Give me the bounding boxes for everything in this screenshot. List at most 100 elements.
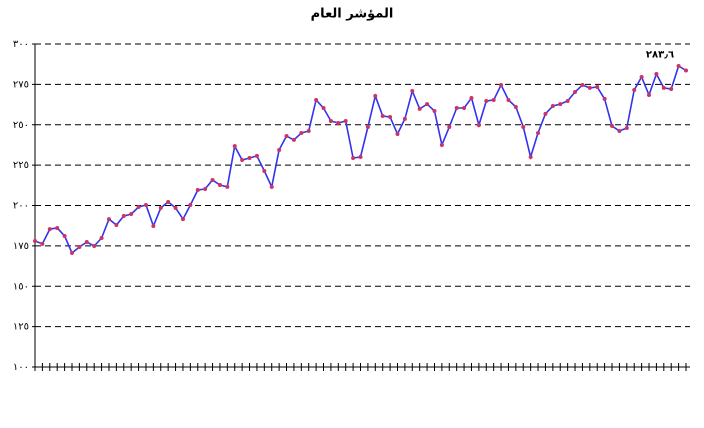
point	[121, 213, 126, 218]
point	[210, 177, 215, 182]
point	[277, 147, 282, 152]
point	[462, 105, 467, 110]
point	[262, 168, 267, 173]
point	[136, 204, 141, 209]
point	[365, 125, 370, 130]
point	[439, 142, 444, 147]
point	[454, 105, 459, 110]
point	[328, 119, 333, 124]
point	[536, 130, 541, 135]
point	[240, 157, 245, 162]
point	[661, 85, 666, 90]
point	[632, 88, 637, 93]
point	[232, 144, 237, 149]
point	[410, 88, 415, 93]
point	[528, 155, 533, 160]
point	[217, 182, 222, 187]
point	[343, 119, 348, 124]
y-tick-label: ٢٧٥	[13, 79, 29, 90]
point	[99, 235, 104, 240]
y-tick-label: ١٠٠	[13, 362, 29, 373]
point	[425, 102, 430, 107]
point	[47, 227, 52, 232]
point	[314, 98, 319, 103]
y-tick-label: ١٥٠	[13, 281, 29, 292]
point	[476, 123, 481, 128]
chart-title: المؤشر العام	[311, 7, 394, 22]
point	[565, 99, 570, 104]
point	[358, 155, 363, 160]
point	[306, 129, 311, 134]
y-tick-label: ١٢٥	[13, 322, 29, 333]
point	[432, 109, 437, 114]
point	[69, 250, 74, 255]
point	[639, 74, 644, 79]
point	[40, 241, 45, 246]
point	[247, 156, 252, 161]
point	[654, 72, 659, 77]
point	[484, 99, 489, 104]
point	[114, 223, 119, 228]
point	[269, 184, 274, 189]
y-tick-label: ١٧٥	[13, 241, 29, 252]
point	[513, 104, 518, 109]
point	[84, 239, 89, 244]
point	[225, 184, 230, 189]
point	[33, 239, 37, 244]
point	[299, 130, 304, 135]
point	[62, 234, 67, 239]
point	[55, 225, 60, 230]
point	[151, 224, 156, 229]
point	[469, 95, 474, 100]
point	[351, 156, 356, 161]
point	[92, 244, 97, 249]
point	[676, 63, 681, 68]
point	[595, 84, 600, 89]
point	[321, 105, 326, 110]
value-label: ٢٨٣٫٦	[646, 49, 674, 60]
point	[624, 125, 629, 130]
point	[447, 125, 452, 130]
point	[380, 114, 385, 119]
point	[499, 83, 504, 88]
y-tick-label: ٢٠٠	[13, 201, 29, 212]
point	[373, 94, 378, 99]
y-tick-label: ٣٠٠	[13, 39, 29, 50]
point	[417, 106, 422, 111]
point	[491, 98, 496, 103]
point	[669, 87, 674, 92]
point	[203, 187, 208, 192]
point	[402, 116, 407, 121]
point	[550, 104, 555, 109]
point	[188, 203, 193, 208]
point	[610, 124, 615, 129]
point	[158, 205, 163, 210]
point	[617, 129, 622, 134]
point	[143, 203, 148, 208]
point	[180, 217, 185, 222]
point	[173, 205, 178, 210]
point	[580, 83, 585, 88]
point	[602, 96, 607, 101]
point	[521, 125, 526, 130]
point	[647, 93, 652, 98]
point	[573, 89, 578, 94]
point	[506, 98, 511, 103]
point	[388, 114, 393, 119]
point	[684, 68, 688, 73]
point	[166, 199, 171, 204]
point	[284, 134, 289, 139]
point	[254, 153, 259, 158]
point	[106, 217, 111, 222]
point	[336, 120, 341, 125]
point	[129, 212, 134, 217]
series-line	[34, 64, 687, 255]
point	[195, 187, 200, 192]
point	[395, 131, 400, 136]
y-tick-label: ٢٢٥	[13, 160, 29, 171]
point	[291, 137, 296, 142]
point	[543, 111, 548, 116]
point	[558, 102, 563, 107]
